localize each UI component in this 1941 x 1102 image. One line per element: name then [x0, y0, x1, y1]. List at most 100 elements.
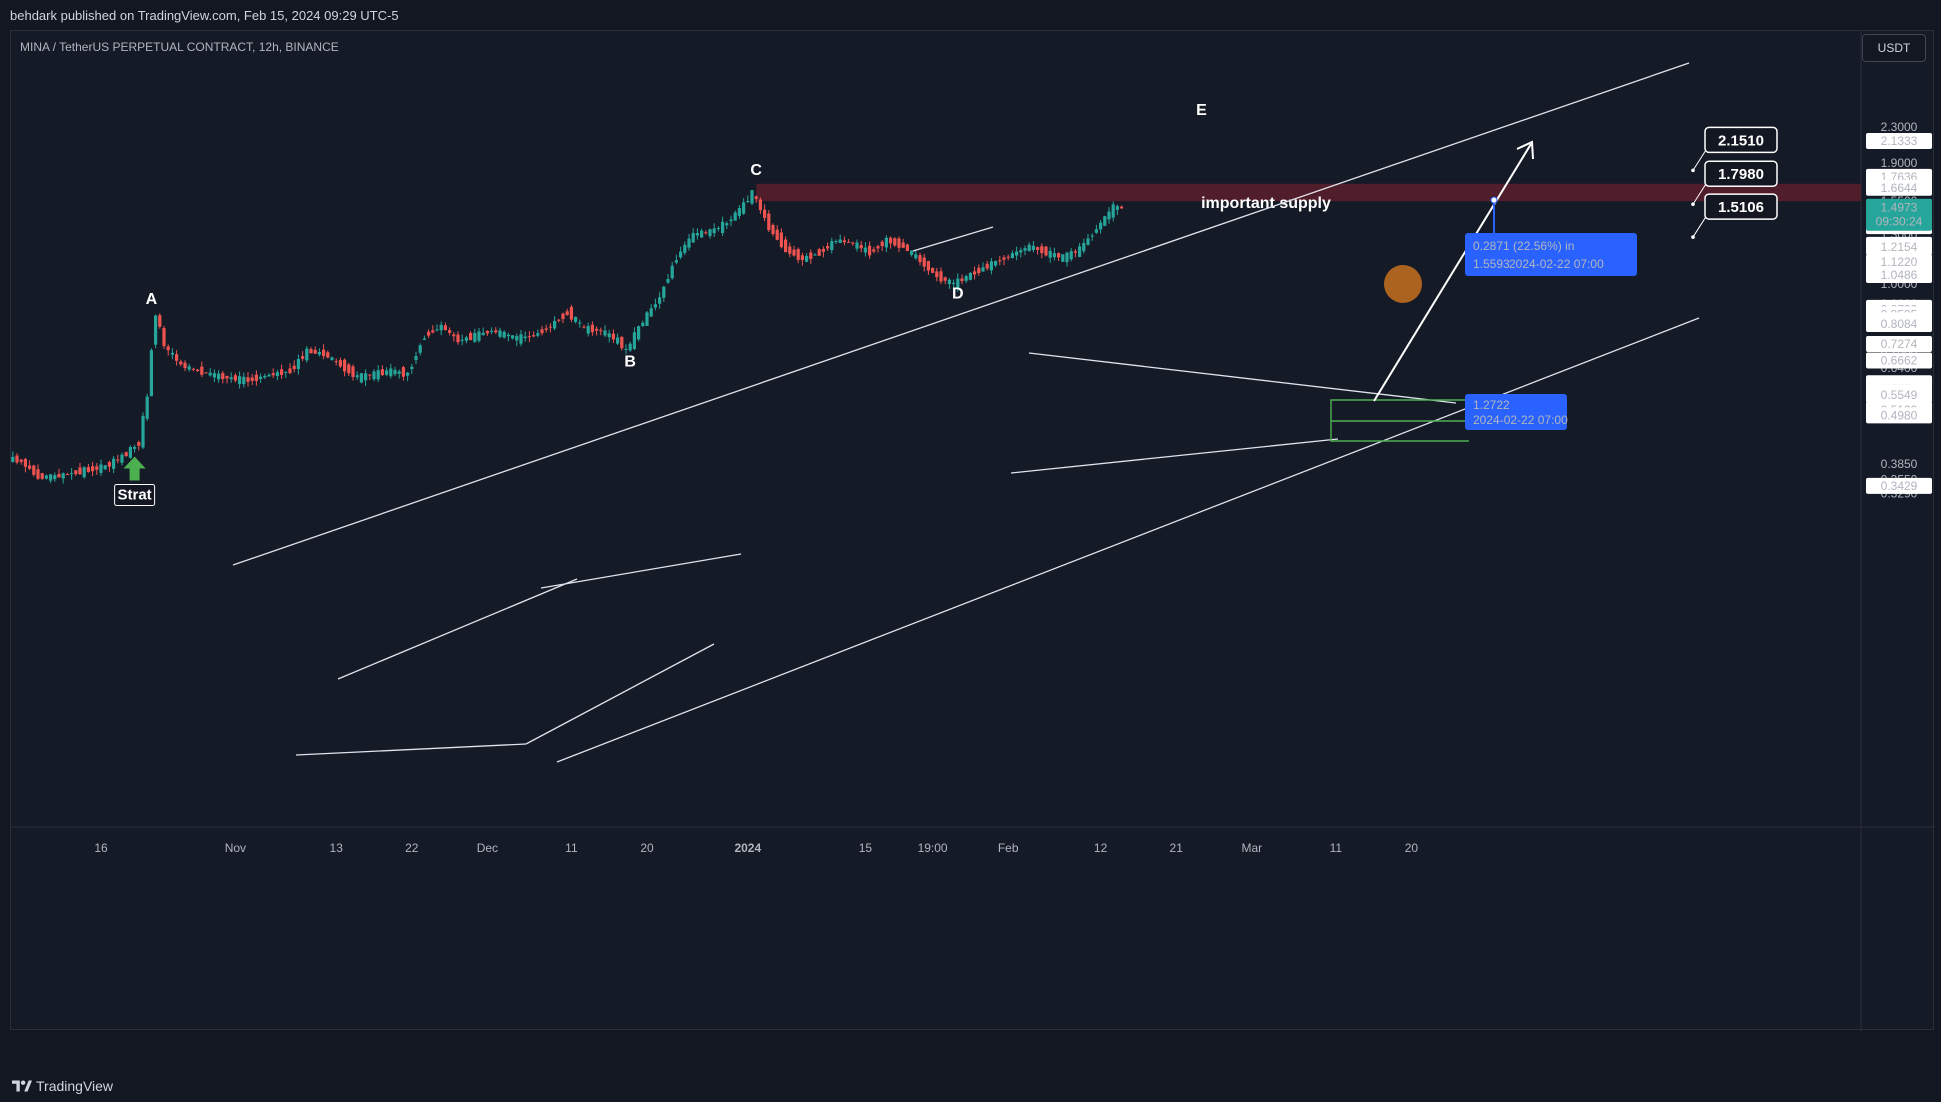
- candle-body: [674, 260, 678, 263]
- candle-body: [464, 337, 468, 341]
- x-tick-label: Dec: [477, 841, 498, 855]
- candle-body: [431, 330, 435, 333]
- measure-price-label: 1.5593: [1473, 257, 1510, 271]
- candle-body: [343, 359, 347, 372]
- candle-body: [821, 248, 825, 252]
- candle-body: [107, 462, 111, 467]
- candle-body: [532, 335, 536, 337]
- candle-body: [632, 332, 636, 349]
- candle-body: [103, 465, 107, 470]
- candle-body: [1111, 204, 1115, 218]
- candle-body: [506, 334, 510, 337]
- candle-body: [158, 315, 162, 327]
- chart-frame[interactable]: important supply 0.2871 (22.56%) in 1.5593…: [10, 30, 1935, 1031]
- candle-body: [32, 465, 36, 475]
- candle-body: [721, 221, 725, 233]
- candle-body: [179, 361, 183, 365]
- candle-body: [229, 377, 233, 380]
- candle-body: [137, 442, 141, 446]
- candle-body: [842, 240, 846, 243]
- price-tag-label: 1.1220: [1881, 255, 1918, 269]
- candle-body: [935, 271, 939, 278]
- price-tag-box: [1866, 132, 1932, 149]
- candle-body: [1036, 247, 1040, 250]
- candle-body: [679, 251, 683, 258]
- candle-body: [565, 311, 569, 316]
- candle-body: [233, 375, 237, 381]
- candle-body: [376, 370, 380, 380]
- candle-body: [1048, 250, 1052, 258]
- candle-body: [754, 196, 758, 199]
- y-tick-label: 1.9000: [1881, 156, 1918, 170]
- candle-body: [11, 456, 15, 462]
- target-box[interactable]: [1704, 126, 1778, 154]
- candle-body: [649, 308, 653, 317]
- price-tag-label: 0.3429: [1881, 479, 1918, 493]
- candle-body: [653, 304, 657, 308]
- candle-body: [637, 326, 641, 340]
- chart-svg[interactable]: important supply 0.2871 (22.56%) in 1.5593…: [11, 31, 1935, 1031]
- candle-body: [393, 369, 397, 375]
- wave-label-d: D: [952, 286, 964, 303]
- candle-body: [439, 324, 443, 331]
- candle-body: [254, 374, 258, 382]
- supply-zone[interactable]: [756, 183, 1862, 202]
- candle-body: [989, 261, 993, 271]
- candle-body: [44, 475, 48, 479]
- candle-body: [977, 267, 981, 274]
- candle-body: [1120, 206, 1124, 209]
- candle-body: [456, 334, 460, 343]
- candle-body: [1019, 250, 1023, 253]
- measure-start-box[interactable]: [1465, 394, 1567, 430]
- measure-label-box[interactable]: [1465, 233, 1637, 276]
- price-tag-box: [1866, 335, 1932, 352]
- candle-body: [838, 239, 842, 243]
- supply-zone-label: important supply: [1201, 195, 1331, 212]
- candle-body: [133, 447, 137, 449]
- candle-body: [36, 469, 40, 479]
- candle-body: [208, 372, 212, 376]
- candle-body: [889, 237, 893, 244]
- candle-body: [519, 334, 523, 344]
- price-tag-box: [1866, 179, 1932, 196]
- target-box[interactable]: [1704, 193, 1778, 220]
- candle-body: [452, 334, 456, 337]
- candle-body: [964, 276, 968, 281]
- candle-body: [859, 245, 863, 249]
- candle-body: [385, 370, 389, 375]
- candle-body: [695, 233, 699, 236]
- plot-area[interactable]: [11, 31, 1861, 827]
- price-tag-box: [1866, 407, 1932, 424]
- price-tag-label: 0.8084: [1881, 317, 1918, 331]
- candle-body: [1015, 251, 1019, 256]
- candle-body: [607, 333, 611, 338]
- currency-button[interactable]: USDT: [1862, 34, 1926, 62]
- last-price-countdown: 09:30:24: [1876, 215, 1923, 229]
- candle-body: [40, 473, 44, 479]
- candle-body: [61, 473, 65, 479]
- candle-body: [788, 246, 792, 254]
- candle-body: [448, 330, 452, 333]
- measure-end-point[interactable]: [1490, 196, 1498, 204]
- candle-body: [544, 328, 548, 330]
- candle-body: [460, 339, 464, 341]
- price-tag-label: 0.4980: [1881, 408, 1918, 422]
- x-tick-label: 21: [1170, 841, 1184, 855]
- candle-body: [28, 465, 32, 469]
- wave-label-e: E: [1196, 102, 1207, 119]
- candle-body: [523, 336, 527, 339]
- candle-body: [658, 297, 662, 304]
- candle-body: [217, 373, 221, 380]
- candle-body: [687, 238, 691, 248]
- price-tag-box: [1866, 254, 1932, 271]
- candle-body: [561, 313, 565, 320]
- candle-body: [292, 365, 296, 370]
- candle-body: [1010, 253, 1014, 259]
- candle-body: [830, 241, 834, 251]
- candle-body: [481, 332, 485, 336]
- candle-body: [855, 242, 859, 249]
- candle-body: [809, 252, 813, 259]
- candle-body: [1069, 251, 1073, 260]
- target-box[interactable]: [1704, 160, 1778, 187]
- candle-body: [221, 373, 225, 379]
